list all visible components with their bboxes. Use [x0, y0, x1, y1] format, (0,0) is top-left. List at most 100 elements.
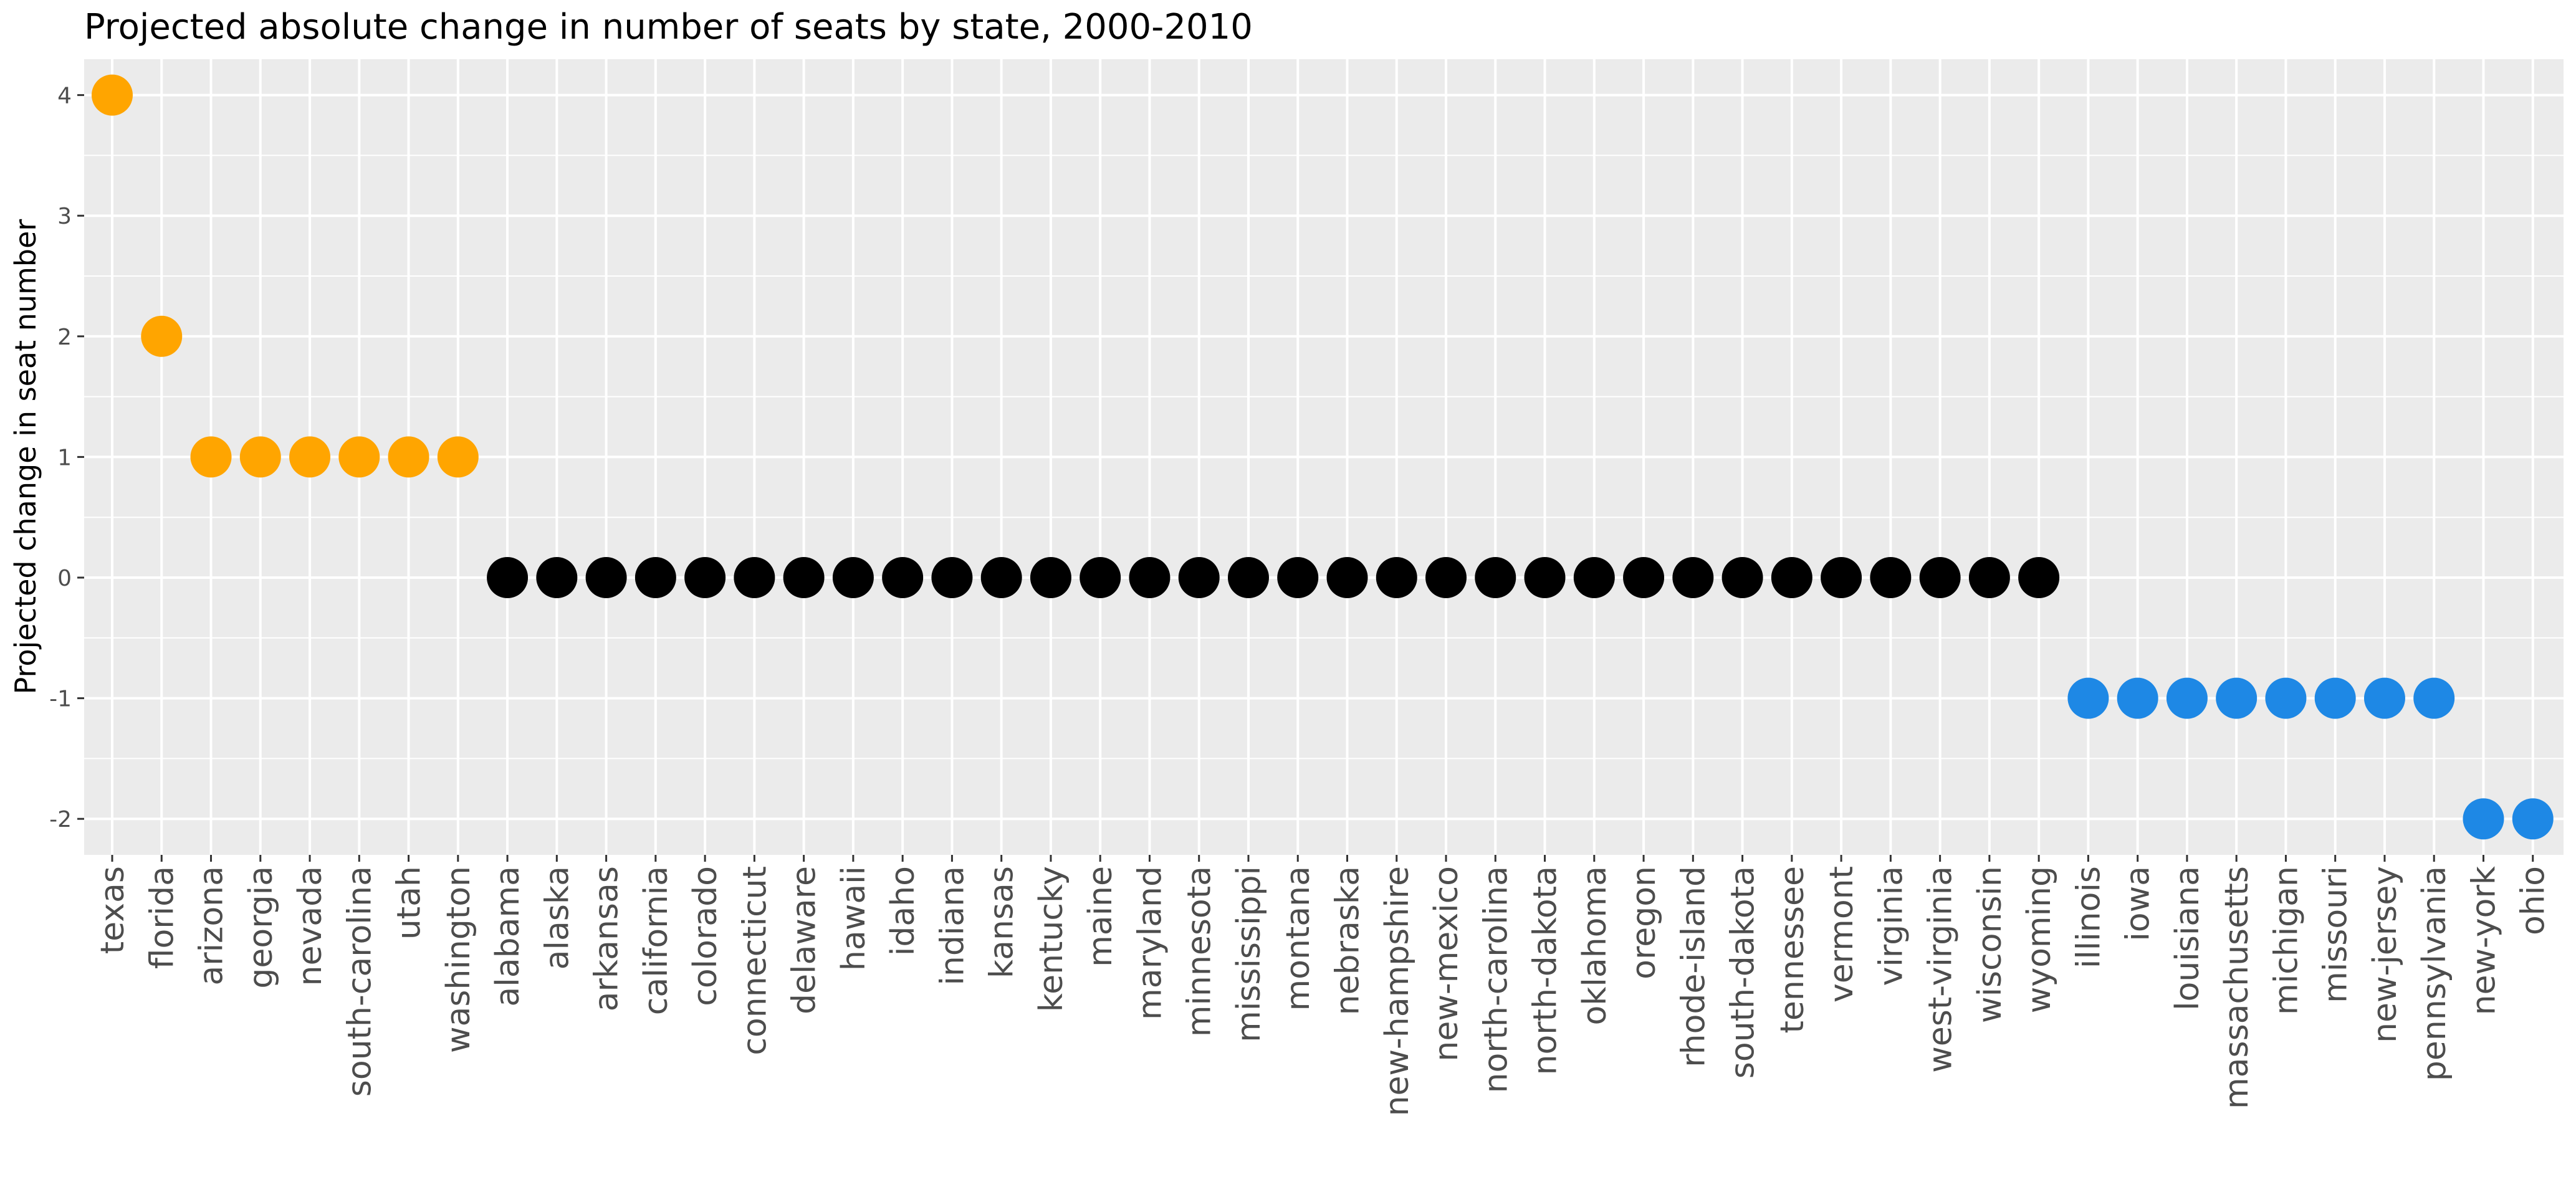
x-tick-label: north-carolina [1477, 866, 1515, 1093]
x-tick-label: florida [143, 866, 181, 969]
x-tick-label: louisiana [2169, 866, 2206, 1011]
y-axis-title: Projected change in seat number [9, 219, 42, 695]
x-tick-label: alabama [489, 866, 527, 1007]
x-tick-label: kentucky [1033, 866, 1070, 1012]
data-point [2018, 557, 2060, 598]
major-gridlines [84, 59, 2564, 855]
data-point [2067, 677, 2109, 719]
x-tick-label: arizona [193, 866, 231, 986]
data-point [1425, 557, 1467, 598]
minor-gridlines [84, 155, 2564, 760]
x-tick-label: south-dakota [1725, 866, 1762, 1079]
data-point [1721, 557, 1763, 598]
x-tick-label: virginia [1872, 866, 1910, 986]
data-point [1277, 557, 1319, 598]
x-tick-label: iowa [2120, 866, 2157, 941]
x-tick-label: minnesota [1181, 866, 1219, 1037]
x-tick-label: colorado [687, 866, 724, 1006]
data-point [1080, 557, 1121, 598]
data-point [1623, 557, 1665, 598]
x-tick-label: new-jersey [2367, 866, 2404, 1043]
x-tick-label: south-carolina [341, 866, 378, 1097]
x-tick-label: new-mexico [1428, 866, 1465, 1062]
x-tick-label: montana [1280, 866, 1317, 1011]
data-point [2413, 677, 2455, 719]
x-tick-label: ohio [2515, 866, 2552, 935]
data-point [388, 436, 429, 478]
x-tick-label: georgia [242, 866, 280, 989]
x-tick-label: pennsylvania [2416, 866, 2453, 1081]
y-tick-label: 2 [57, 325, 72, 350]
x-tick-label: mississippi [1230, 866, 1268, 1042]
data-point [783, 557, 825, 598]
x-axis: texas florida arizona georgia nevada south-ca… [94, 855, 2552, 1116]
y-tick-label: 4 [57, 83, 72, 109]
data-point [2265, 677, 2307, 719]
data-points [92, 74, 2554, 840]
data-point [536, 557, 578, 598]
x-tick-label: utah [391, 866, 428, 940]
data-point [92, 74, 133, 116]
y-axis: 4 3 2 1 0 -1 -2 [49, 83, 84, 832]
x-tick-label: texas [94, 866, 132, 954]
x-tick-label: massachusetts [2218, 866, 2256, 1109]
x-tick-label: maryland [1131, 866, 1169, 1020]
x-tick-label: california [638, 866, 675, 1015]
data-point [2512, 798, 2554, 840]
data-point [634, 557, 676, 598]
y-tick-label: -1 [49, 687, 72, 712]
data-point [1129, 557, 1171, 598]
x-tick-label: illinois [2070, 866, 2107, 968]
data-point [2216, 677, 2258, 719]
data-point [437, 436, 479, 478]
x-tick-label: connecticut [736, 866, 773, 1055]
data-point [338, 436, 380, 478]
data-point [1919, 557, 1961, 598]
data-point [239, 436, 281, 478]
data-point [684, 557, 726, 598]
data-point [1178, 557, 1220, 598]
data-point [832, 557, 874, 598]
x-tick-label: alaska [539, 866, 576, 970]
chart-title: Projected absolute change in number of s… [84, 7, 1253, 47]
y-tick-label: 0 [57, 566, 72, 591]
y-tick-label: 3 [57, 204, 72, 229]
data-point [141, 315, 183, 357]
y-tick-label: 1 [57, 445, 72, 470]
x-tick-label: hawaii [835, 866, 873, 971]
x-tick-label: michigan [2267, 866, 2305, 1015]
x-tick-label: delaware [786, 866, 823, 1014]
data-point [190, 436, 232, 478]
data-point [1968, 557, 2010, 598]
x-tick-label: nevada [292, 866, 329, 986]
x-tick-label: indiana [934, 866, 971, 986]
data-point [1326, 557, 1368, 598]
data-point [1475, 557, 1516, 598]
x-tick-label: tennessee [1774, 866, 1811, 1033]
data-point [1870, 557, 1912, 598]
data-point [2117, 677, 2158, 719]
x-tick-label: oregon [1626, 866, 1663, 979]
data-point [882, 557, 924, 598]
data-point [734, 557, 775, 598]
x-tick-label: oklahoma [1576, 866, 1614, 1026]
x-tick-label: washington [440, 866, 477, 1053]
data-point [1030, 557, 1071, 598]
data-point [2463, 798, 2504, 840]
data-point [2363, 677, 2405, 719]
data-point [1821, 557, 1862, 598]
x-tick-label: new-hampshire [1379, 866, 1416, 1116]
data-point [1524, 557, 1566, 598]
data-point [980, 557, 1022, 598]
x-tick-label: new-york [2465, 866, 2502, 1015]
x-tick-label: arkansas [588, 866, 626, 1011]
data-point [1376, 557, 1417, 598]
data-point [1672, 557, 1714, 598]
data-point [931, 557, 973, 598]
x-tick-label: idaho [884, 866, 922, 956]
x-tick-label: wyoming [2021, 866, 2058, 1013]
data-point [2314, 677, 2356, 719]
x-tick-label: west-virginia [1922, 866, 1960, 1073]
data-point [2166, 677, 2208, 719]
